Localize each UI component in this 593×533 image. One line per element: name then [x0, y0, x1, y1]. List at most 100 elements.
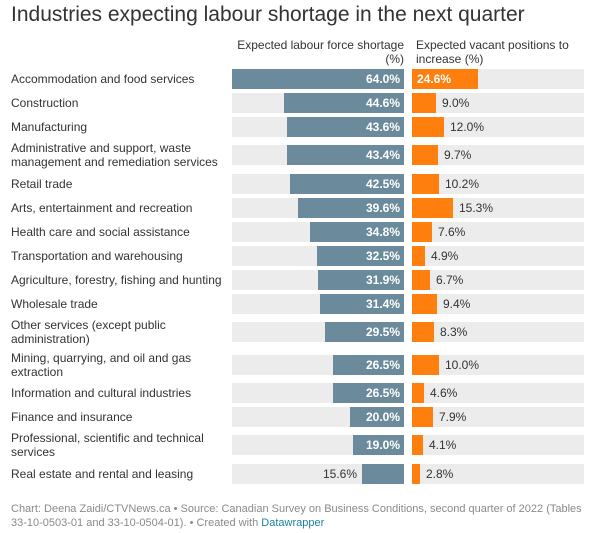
- shortage-value-label: 31.4%: [365, 297, 400, 311]
- shortage-value-label: 39.6%: [365, 201, 400, 215]
- vacant-track: 10.2%: [412, 174, 584, 194]
- shortage-bar: [287, 117, 404, 137]
- shortage-value-label: 43.6%: [365, 120, 400, 134]
- shortage-bar: [333, 355, 404, 375]
- vacant-value-label: 9.7%: [444, 148, 472, 162]
- shortage-track: 26.5%: [232, 383, 404, 403]
- vacant-bar: [412, 355, 439, 375]
- shortage-track: 64.0%: [232, 69, 404, 89]
- category-label: Health care and social assistance: [11, 225, 190, 239]
- vacant-bar: [412, 117, 444, 137]
- shortage-value-label: 44.6%: [365, 96, 400, 110]
- shortage-value-label: 34.8%: [365, 225, 400, 239]
- shortage-bar: [333, 383, 404, 403]
- shortage-track: 34.8%: [232, 222, 404, 242]
- vacant-value-label: 6.7%: [436, 273, 464, 287]
- shortage-value-label: 43.4%: [365, 148, 400, 162]
- vacant-value-label: 8.3%: [440, 325, 468, 339]
- category-label: Finance and insurance: [11, 410, 133, 424]
- vacant-value-label: 4.1%: [429, 438, 457, 452]
- shortage-track: 39.6%: [232, 198, 404, 218]
- shortage-bar: [317, 246, 404, 266]
- vacant-value-label: 4.9%: [431, 249, 459, 263]
- category-label: Professional, scientific and technical s…: [11, 431, 204, 459]
- category-label: Transportation and warehousing: [11, 249, 183, 263]
- category-label: Manufacturing: [11, 120, 88, 134]
- shortage-track: 32.5%: [232, 246, 404, 266]
- vacant-track: 7.9%: [412, 407, 584, 427]
- shortage-value-label: 64.0%: [365, 72, 400, 86]
- shortage-value-label: 15.6%: [322, 467, 357, 481]
- vacant-bar: [412, 270, 430, 290]
- shortage-value-label: 19.0%: [365, 438, 400, 452]
- vacant-value-label: 9.0%: [442, 96, 470, 110]
- shortage-value-label: 31.9%: [365, 273, 400, 287]
- shortage-track: 31.4%: [232, 294, 404, 314]
- vacant-bar: [412, 145, 438, 165]
- vacant-track: 9.4%: [412, 294, 584, 314]
- shortage-bar: [298, 198, 404, 218]
- category-label: Accommodation and food services: [11, 72, 195, 86]
- vacant-bar: [412, 69, 478, 89]
- shortage-track: 29.5%: [232, 322, 404, 342]
- vacant-bar: [412, 407, 433, 427]
- bar-chart: Accommodation and food services 64.0% 24.6…: [11, 69, 584, 484]
- shortage-value-label: 26.5%: [365, 358, 400, 372]
- vacant-value-label: 24.6%: [417, 72, 452, 86]
- shortage-value-label: 42.5%: [365, 177, 400, 191]
- category-label: Other services (except public administra…: [11, 318, 166, 346]
- shortage-track: 43.6%: [232, 117, 404, 137]
- vacant-track: 8.3%: [412, 322, 584, 342]
- chart-title: Industries expecting labour shortage in …: [11, 3, 525, 26]
- shortage-bar: [320, 294, 404, 314]
- shortage-bar: [287, 145, 404, 165]
- shortage-track: 19.0%: [232, 435, 404, 455]
- shortage-bar: [290, 174, 404, 194]
- category-label: Construction: [11, 96, 79, 110]
- category-label: Information and cultural industries: [11, 386, 192, 400]
- shortage-value-label: 32.5%: [365, 249, 400, 263]
- vacant-value-label: 7.9%: [439, 410, 467, 424]
- vacant-bar: [412, 435, 423, 455]
- vacant-track: 9.7%: [412, 145, 584, 165]
- shortage-bar: [284, 93, 404, 113]
- shortage-value-label: 26.5%: [365, 386, 400, 400]
- vacant-bar: [412, 222, 432, 242]
- shortage-track: 43.4%: [232, 145, 404, 165]
- vacant-track: 9.0%: [412, 93, 584, 113]
- vacant-track: 10.0%: [412, 355, 584, 375]
- vacant-track: 4.9%: [412, 246, 584, 266]
- shortage-bar: [325, 322, 404, 342]
- vacant-track: 15.3%: [412, 198, 584, 218]
- vacant-value-label: 4.6%: [430, 386, 458, 400]
- vacant-track: 4.6%: [412, 383, 584, 403]
- shortage-value-label: 20.0%: [365, 410, 400, 424]
- shortage-bar: [350, 407, 404, 427]
- vacant-bar: [412, 322, 434, 342]
- vacant-value-label: 10.2%: [445, 177, 480, 191]
- category-label: Real estate and rental and leasing: [11, 467, 194, 481]
- vacant-value-label: 15.3%: [459, 201, 494, 215]
- vacant-track: 6.7%: [412, 270, 584, 290]
- vacant-track: 7.6%: [412, 222, 584, 242]
- vacant-value-label: 7.6%: [438, 225, 466, 239]
- vacant-value-label: 10.0%: [445, 358, 480, 372]
- shortage-bar: [318, 270, 404, 290]
- chart-footer: Chart: Deena Zaidi/CTVNews.ca • Source: …: [11, 502, 586, 530]
- shortage-track: 26.5%: [232, 355, 404, 375]
- shortage-track: 31.9%: [232, 270, 404, 290]
- category-label: Administrative and support, waste manage…: [11, 141, 218, 169]
- datawrapper-link[interactable]: Datawrapper: [261, 517, 325, 529]
- vacant-bar: [412, 93, 436, 113]
- shortage-bar: [362, 464, 404, 484]
- category-label: Mining, quarrying, and oil and gas extra…: [11, 351, 192, 379]
- vacant-bar: [412, 246, 425, 266]
- shortage-bar: [353, 435, 404, 455]
- shortage-column-header: Expected labour force shortage (%): [237, 38, 404, 66]
- vacant-value-label: 12.0%: [450, 120, 485, 134]
- footer-source-text: Chart: Deena Zaidi/CTVNews.ca • Source: …: [11, 503, 582, 529]
- vacant-bar: [412, 174, 439, 194]
- vacant-value-label: 2.8%: [426, 467, 454, 481]
- category-label: Arts, entertainment and recreation: [11, 201, 193, 215]
- vacant-track: 4.1%: [412, 435, 584, 455]
